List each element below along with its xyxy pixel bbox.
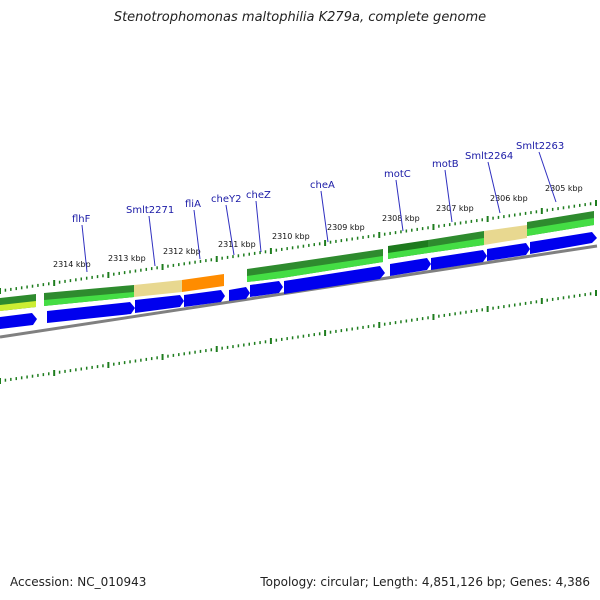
kbp-label: 2314 kbp [53,260,91,269]
gene-feature-motc-highlight [388,247,428,259]
cds-arrow[interactable] [47,302,135,323]
gene-feature[interactable] [0,301,36,311]
gene-label-flia[interactable]: fliA [185,199,201,210]
cds-arrow[interactable] [431,250,487,270]
gene-label-lines [81,151,557,273]
kbp-label: 2310 kbp [272,232,310,241]
gene-label-smlt2271[interactable]: Smlt2271 [126,205,174,216]
kbp-label: 2313 kbp [108,254,146,263]
gene-feature-smlt2263-highlight [527,218,594,236]
kbp-label: 2307 kbp [436,204,474,213]
cds-arrow[interactable] [0,313,37,329]
kbp-label: 2305 kbp [545,184,583,193]
topology-text: Topology: circular; Length: 4,851,126 bp… [260,575,590,589]
kbp-label: 2311 kbp [218,240,256,249]
gene-label-motc[interactable]: motC [384,169,411,180]
outer-tick-ring [0,200,597,294]
gene-track [0,211,594,311]
gene-feature-smlt2271[interactable] [134,280,182,297]
cds-arrow[interactable] [184,290,225,307]
kbp-label: 2312 kbp [163,247,201,256]
gene-label-chea[interactable]: cheA [310,180,335,191]
accession-text: Accession: NC_010943 [10,575,147,589]
map-title: Stenotrophomonas maltophilia K279a, comp… [113,10,487,25]
gene-feature-chea-highlight [282,256,383,278]
cds-arrow[interactable] [284,266,385,294]
gene-feature-smlt2264[interactable] [484,225,527,245]
gene-label-smlt2264[interactable]: Smlt2264 [465,151,513,162]
gene-label-chey2[interactable]: cheY2 [211,194,241,205]
gene-label-chez[interactable]: cheZ [246,190,271,201]
kbp-label: 2309 kbp [327,223,365,232]
cds-arrow[interactable] [390,258,431,276]
kbp-label: 2306 kbp [490,194,528,203]
cds-arrow[interactable] [135,295,184,313]
cds-arrow[interactable] [530,232,597,254]
gene-label-motb[interactable]: motB [432,159,459,170]
gene-label-smlt2263[interactable]: Smlt2263 [516,141,564,152]
gene-feature-flhF-highlight [44,292,134,306]
cds-arrow[interactable] [229,287,250,301]
cds-track [0,232,597,329]
gene-feature-flia[interactable] [182,274,224,292]
cds-arrow[interactable] [487,243,530,261]
inner-tick-ring [0,290,597,384]
gene-labels: flhF Smlt2271 fliA cheY2 cheZ cheA motC … [72,141,564,225]
gene-label-flhf[interactable]: flhF [72,214,91,225]
cds-arrow[interactable] [250,281,283,297]
gene-feature-chez-highlight [247,271,282,282]
gene-feature-motb-highlight [428,238,484,253]
